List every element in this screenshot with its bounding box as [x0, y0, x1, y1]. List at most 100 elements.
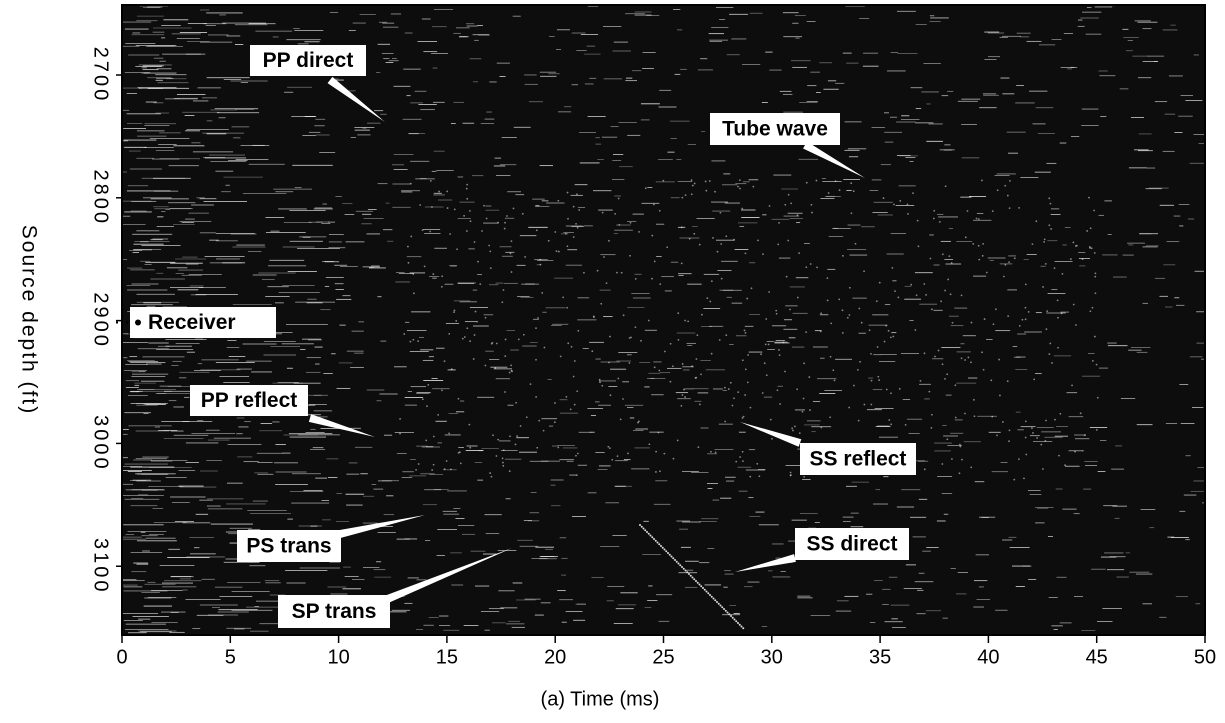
texture-dot	[541, 292, 544, 294]
texture-dot	[504, 391, 506, 393]
texture-dot	[640, 339, 642, 342]
texture-dot	[934, 355, 936, 358]
texture-dot	[575, 222, 577, 225]
texture-dot	[809, 409, 811, 411]
texture-dot	[816, 266, 818, 269]
texture-dot	[409, 182, 412, 185]
texture-dot	[1025, 453, 1028, 456]
texture-dot	[833, 379, 836, 382]
texture-dot	[1008, 207, 1011, 210]
texture-dot	[677, 562, 680, 565]
texture-dot	[651, 536, 654, 539]
texture-dot	[885, 324, 888, 327]
texture-dot	[688, 237, 691, 240]
texture-dot	[1045, 328, 1048, 331]
texture-dot	[705, 189, 708, 192]
texture-dot	[658, 543, 661, 546]
texture-dot	[731, 616, 734, 619]
texture-dot	[841, 309, 844, 312]
texture-dot	[944, 289, 947, 292]
texture-dot	[977, 244, 980, 247]
annotation-box	[278, 595, 390, 628]
texture-dot	[809, 263, 812, 265]
texture-dot	[599, 381, 601, 384]
texture-dot	[1060, 312, 1063, 315]
texture-dot	[695, 358, 698, 360]
texture-dot	[655, 471, 657, 473]
texture-dot	[1048, 353, 1051, 355]
texture-dot	[469, 446, 472, 449]
texture-dot	[614, 212, 617, 215]
texture-dot	[457, 397, 460, 400]
texture-dot	[890, 392, 892, 395]
texture-dot	[796, 296, 799, 299]
texture-dot	[657, 431, 660, 434]
texture-dot	[719, 604, 722, 607]
texture-dot	[669, 380, 672, 383]
texture-dot	[1048, 197, 1051, 200]
texture-dot	[570, 345, 573, 348]
texture-dot	[473, 334, 476, 336]
texture-dot	[566, 191, 569, 194]
texture-dot	[690, 193, 693, 196]
texture-dot	[730, 615, 732, 617]
texture-dot	[495, 342, 498, 345]
texture-dot	[972, 398, 975, 401]
texture-dot	[415, 468, 417, 471]
texture-dot	[970, 466, 973, 469]
texture-dot	[954, 384, 957, 387]
texture-dot	[489, 267, 492, 270]
texture-dot	[661, 546, 664, 549]
texture-dot	[1032, 432, 1034, 434]
texture-dot	[695, 580, 697, 582]
texture-dot	[702, 587, 704, 589]
texture-dot	[1006, 380, 1009, 383]
texture-dot	[622, 314, 625, 317]
texture-dot	[677, 338, 680, 341]
texture-dot	[863, 403, 866, 406]
texture-dot	[1050, 228, 1053, 230]
texture-dot	[761, 392, 764, 394]
texture-dot	[497, 438, 500, 441]
texture-dot	[502, 289, 505, 291]
texture-dot	[1093, 209, 1095, 212]
y-axis-label: Source depth (ft)	[17, 225, 40, 415]
texture-dot	[704, 180, 707, 183]
texture-dot	[691, 184, 694, 187]
texture-dot	[744, 368, 747, 371]
texture-dot	[923, 352, 926, 355]
texture-dot	[758, 475, 761, 478]
texture-dot	[488, 244, 491, 247]
texture-dot	[747, 354, 750, 356]
texture-dot	[637, 420, 640, 423]
annotation-label: PS trans	[246, 535, 331, 558]
texture-dot	[510, 369, 513, 372]
texture-dot	[504, 221, 506, 224]
texture-dot	[742, 627, 745, 630]
texture-dot	[1089, 247, 1091, 249]
texture-dot	[672, 557, 675, 560]
texture-dot	[791, 427, 794, 430]
texture-dot	[757, 239, 759, 242]
texture-dot	[492, 434, 494, 437]
texture-dot	[856, 369, 859, 371]
texture-dot	[735, 620, 738, 623]
texture-dot	[573, 403, 576, 406]
texture-dot	[465, 187, 468, 190]
texture-dot	[537, 317, 539, 319]
texture-dot	[559, 355, 562, 358]
texture-dot	[696, 581, 699, 584]
texture-dot	[1044, 439, 1047, 442]
texture-dot	[700, 585, 703, 588]
texture-dot	[653, 538, 655, 540]
texture-dot	[991, 210, 994, 213]
texture-dot	[933, 209, 936, 212]
texture-dot	[412, 338, 415, 341]
annotation-box	[237, 530, 341, 562]
texture-dot	[912, 192, 914, 195]
texture-dot	[960, 294, 963, 297]
texture-dot	[1091, 360, 1094, 362]
texture-dot	[680, 262, 683, 265]
y-tick-label: 2900	[90, 292, 112, 349]
texture-dot	[1086, 230, 1089, 232]
